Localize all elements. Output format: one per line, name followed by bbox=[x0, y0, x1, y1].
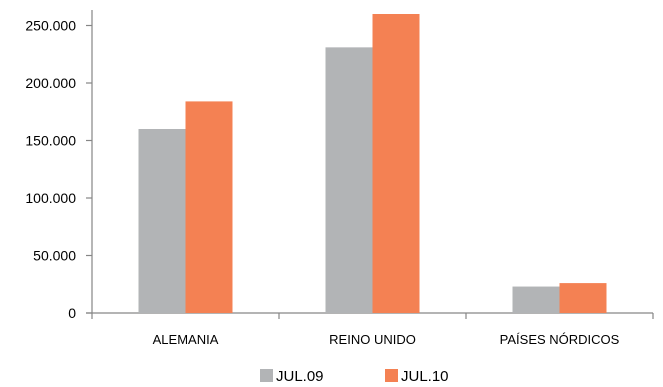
bar-jul10-3 bbox=[559, 283, 607, 313]
bar-jul09-1 bbox=[138, 129, 186, 313]
y-tick-label: 0 bbox=[68, 305, 76, 321]
y-tick-label: 100.000 bbox=[25, 190, 76, 206]
y-tick-label: 150.000 bbox=[25, 133, 76, 149]
legend-swatch bbox=[385, 369, 398, 382]
legend-label: JUL.10 bbox=[401, 368, 449, 385]
x-category-label: PAÍSES NÓRDICOS bbox=[500, 332, 620, 347]
legend-label: JUL.09 bbox=[276, 368, 324, 385]
bar-jul10-2 bbox=[372, 14, 420, 313]
y-axis: 0 50.000 100.000 150.000 200.000 250.000 bbox=[25, 10, 93, 321]
x-category-label: REINO UNIDO bbox=[329, 332, 416, 347]
bar-jul09-2 bbox=[325, 47, 373, 313]
x-category-label: ALEMANIA bbox=[153, 332, 219, 347]
legend-swatch bbox=[260, 369, 273, 382]
bars bbox=[138, 14, 607, 314]
y-tick-label: 200.000 bbox=[25, 75, 76, 91]
y-tick-label: 50.000 bbox=[33, 248, 76, 264]
legend: JUL.09 JUL.10 bbox=[260, 368, 449, 385]
bar-jul09-3 bbox=[512, 286, 560, 313]
bar-jul10-1 bbox=[185, 101, 233, 314]
x-axis: ALEMANIA REINO UNIDO PAÍSES NÓRDICOS bbox=[86, 312, 654, 347]
y-tick-label: 250.000 bbox=[25, 18, 76, 34]
